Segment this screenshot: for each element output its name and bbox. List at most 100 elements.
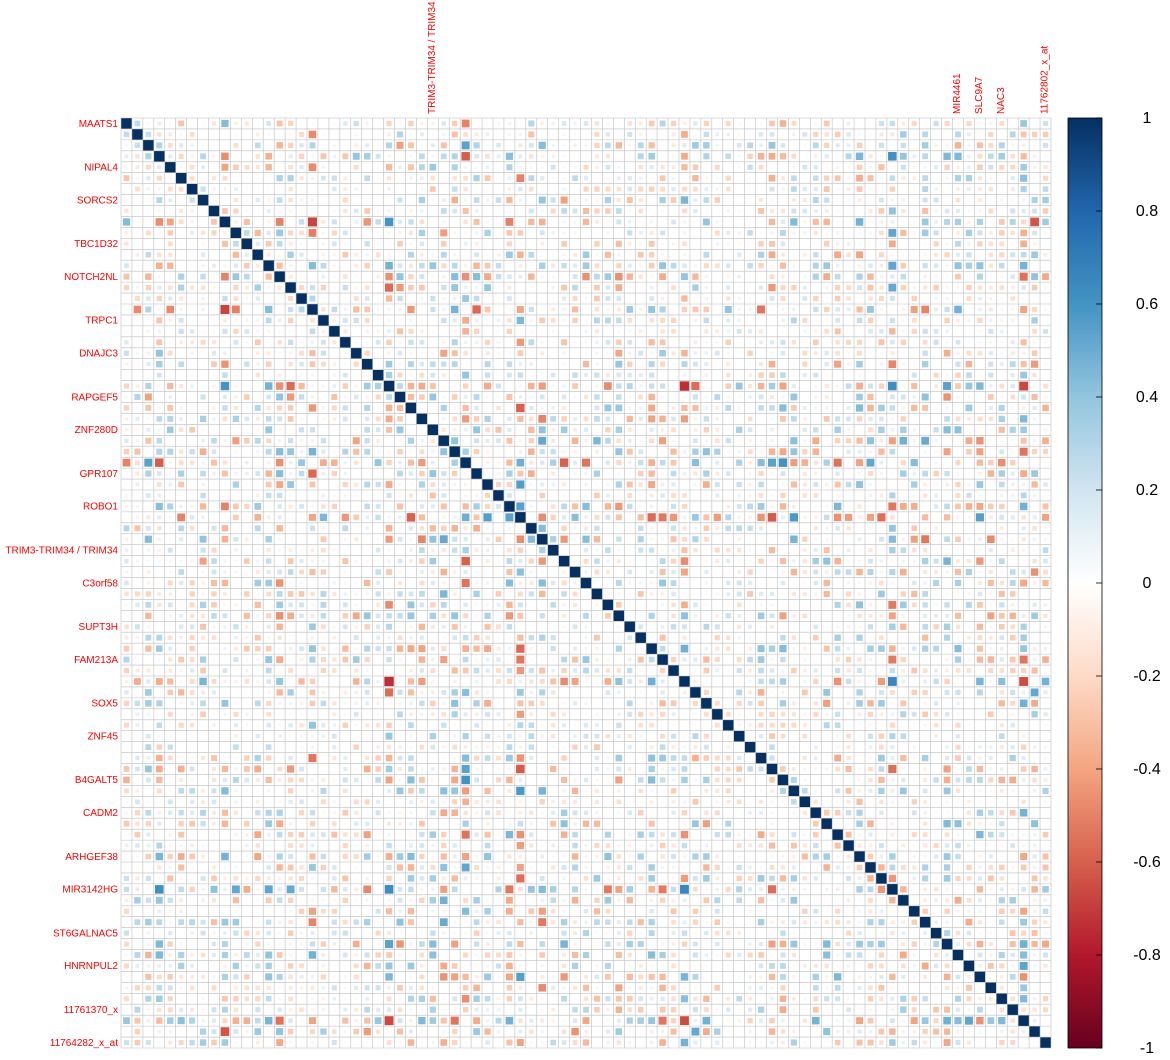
heatmap-cell bbox=[486, 691, 489, 694]
heatmap-cell bbox=[946, 133, 948, 136]
heatmap-cell bbox=[660, 186, 666, 192]
heatmap-cell bbox=[976, 218, 983, 226]
heatmap-cell bbox=[355, 472, 357, 475]
heatmap-cell bbox=[375, 219, 381, 225]
heatmap-cell bbox=[727, 669, 730, 672]
heatmap-cell bbox=[606, 177, 609, 180]
heatmap-cell bbox=[965, 262, 973, 269]
heatmap-cell bbox=[552, 757, 555, 760]
heatmap-cell bbox=[407, 251, 414, 258]
heatmap-cell bbox=[125, 494, 128, 497]
heatmap-cell bbox=[266, 405, 271, 410]
heatmap-cell bbox=[157, 285, 162, 290]
heatmap-cell bbox=[136, 406, 139, 410]
heatmap-cell bbox=[266, 679, 271, 684]
heatmap-cell bbox=[869, 133, 872, 136]
heatmap-cell bbox=[506, 558, 513, 564]
heatmap-cell bbox=[792, 527, 796, 530]
heatmap-cell bbox=[332, 241, 337, 247]
heatmap-cell bbox=[767, 513, 777, 522]
heatmap-cell bbox=[627, 131, 633, 137]
heatmap-cell bbox=[814, 286, 817, 289]
heatmap-cell bbox=[945, 592, 949, 596]
heatmap-cell bbox=[398, 483, 402, 486]
heatmap-cell bbox=[233, 143, 239, 148]
heatmap-cell bbox=[431, 275, 434, 278]
heatmap-cell bbox=[255, 351, 260, 356]
heatmap-cell bbox=[781, 428, 784, 431]
heatmap-cell bbox=[834, 645, 841, 652]
heatmap-cell bbox=[443, 188, 445, 190]
heatmap-cell bbox=[256, 362, 260, 366]
heatmap-cell bbox=[749, 363, 752, 366]
heatmap-cell bbox=[736, 328, 742, 334]
heatmap-cell bbox=[869, 483, 872, 486]
heatmap-cell bbox=[1020, 131, 1027, 138]
heatmap-cell bbox=[813, 165, 818, 170]
heatmap-cell bbox=[869, 593, 872, 595]
heatmap-cell bbox=[715, 242, 719, 246]
heatmap-cell bbox=[321, 504, 326, 509]
heatmap-cell bbox=[355, 549, 357, 551]
heatmap-cell bbox=[967, 417, 971, 421]
heatmap-cell bbox=[846, 548, 851, 553]
heatmap-cell bbox=[694, 297, 697, 300]
heatmap-cell bbox=[385, 164, 393, 171]
heatmap-cell bbox=[276, 492, 283, 499]
heatmap-cell bbox=[287, 612, 294, 620]
heatmap-cell bbox=[649, 438, 655, 444]
heatmap-cell bbox=[1033, 297, 1036, 300]
heatmap-cell bbox=[987, 470, 995, 477]
heatmap-cell bbox=[495, 426, 502, 433]
heatmap-cell bbox=[976, 448, 984, 456]
heatmap-cell bbox=[366, 604, 368, 606]
heatmap-cell bbox=[648, 383, 655, 389]
heatmap-cell bbox=[342, 284, 348, 291]
heatmap-cell bbox=[223, 318, 227, 323]
heatmap-cell bbox=[124, 591, 129, 597]
heatmap-cell bbox=[235, 363, 237, 365]
heatmap-cell bbox=[782, 527, 784, 530]
heatmap-cell bbox=[913, 418, 915, 420]
heatmap-cell bbox=[661, 209, 664, 213]
heatmap-cell bbox=[846, 733, 851, 739]
heatmap-cell bbox=[836, 187, 839, 191]
heatmap-cell bbox=[461, 578, 470, 588]
heatmap-cell bbox=[136, 494, 139, 497]
heatmap-cell bbox=[845, 481, 852, 488]
heatmap-cell bbox=[847, 352, 850, 355]
heatmap-cell bbox=[726, 395, 730, 399]
heatmap-cell bbox=[451, 153, 458, 160]
heatmap-cell bbox=[605, 373, 610, 378]
heatmap-cell bbox=[145, 700, 152, 707]
heatmap-cell bbox=[584, 329, 588, 333]
heatmap-cell bbox=[814, 604, 817, 606]
diagonal-cell bbox=[700, 697, 712, 709]
heatmap-cell bbox=[144, 393, 152, 401]
heatmap-cell bbox=[451, 196, 459, 204]
heatmap-cell bbox=[999, 668, 1005, 673]
heatmap-cell bbox=[245, 374, 248, 377]
heatmap-cell bbox=[792, 647, 796, 651]
heatmap-cell bbox=[627, 493, 633, 498]
heatmap-cell bbox=[976, 557, 984, 565]
heatmap-cell bbox=[866, 458, 875, 467]
heatmap-cell bbox=[978, 471, 982, 476]
heatmap-cell bbox=[333, 560, 335, 562]
heatmap-cell bbox=[353, 120, 359, 127]
heatmap-cell bbox=[585, 407, 587, 409]
heatmap-cell bbox=[891, 636, 894, 639]
heatmap-cell bbox=[168, 482, 173, 487]
heatmap-cell bbox=[136, 231, 139, 235]
heatmap-cell bbox=[1009, 634, 1016, 641]
heatmap-cell bbox=[539, 492, 545, 499]
heatmap-cell bbox=[803, 679, 807, 683]
heatmap-cell bbox=[846, 405, 851, 410]
heatmap-cell bbox=[354, 340, 358, 344]
heatmap-cell bbox=[769, 240, 775, 247]
heatmap-cell bbox=[473, 295, 480, 302]
heatmap-cell bbox=[837, 451, 839, 453]
heatmap-cell bbox=[462, 733, 469, 740]
heatmap-cell bbox=[309, 142, 316, 149]
heatmap-cell bbox=[519, 626, 521, 628]
